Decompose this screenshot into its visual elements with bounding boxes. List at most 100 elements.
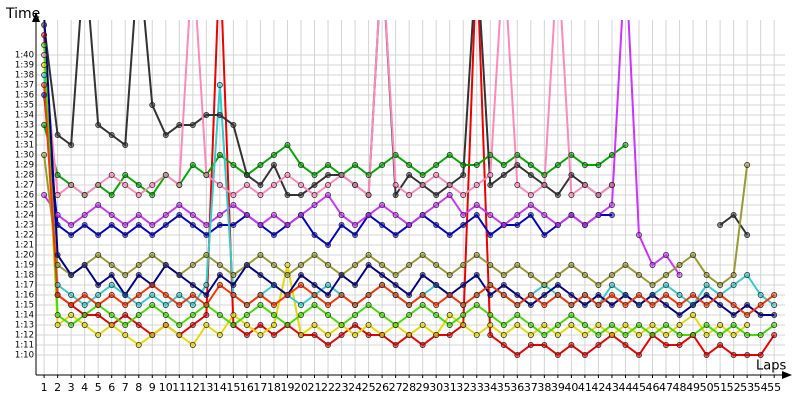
- data-point: [270, 182, 277, 188]
- data-point: [690, 332, 697, 338]
- data-point: [189, 222, 196, 228]
- data-point: [95, 302, 102, 308]
- data-point: [203, 232, 210, 238]
- data-point: [406, 302, 413, 308]
- data-point: [298, 262, 304, 268]
- data-point: [446, 292, 453, 298]
- data-point: [338, 272, 345, 278]
- data-point: [270, 322, 277, 328]
- data-point: [636, 322, 642, 328]
- data-point: [189, 302, 196, 308]
- data-point: [595, 332, 602, 338]
- data-point: [41, 42, 48, 48]
- data-point: [216, 82, 223, 88]
- data-point: [473, 292, 480, 298]
- data-point: [433, 192, 440, 198]
- data-point: [622, 262, 629, 268]
- data-point: [460, 262, 467, 268]
- data-point: [581, 272, 588, 278]
- data-point: [460, 212, 467, 218]
- data-point: [460, 282, 467, 288]
- data-point: [81, 292, 88, 298]
- y-tick-label: 1:40: [15, 51, 34, 61]
- data-point: [460, 322, 467, 328]
- x-tick-label: 50: [700, 381, 714, 394]
- data-point: [216, 152, 223, 158]
- data-point: [135, 342, 142, 348]
- x-tick-label: 31: [443, 381, 457, 394]
- data-point: [730, 302, 737, 308]
- data-point: [162, 222, 169, 228]
- data-point: [122, 222, 129, 228]
- x-tick-label: 8: [135, 381, 142, 394]
- data-point: [541, 322, 548, 328]
- data-point: [95, 202, 102, 208]
- data-point: [270, 232, 277, 238]
- data-point: [162, 132, 169, 138]
- y-tick-label: 1:39: [15, 61, 34, 71]
- x-tick-label: 27: [389, 381, 403, 394]
- data-point: [108, 322, 115, 328]
- data-point: [433, 222, 440, 228]
- x-tick-label: 48: [673, 381, 687, 394]
- y-tick-label: 1:29: [15, 161, 34, 171]
- data-point: [487, 282, 494, 288]
- data-point: [325, 172, 331, 178]
- data-point: [257, 322, 264, 328]
- x-tick-label: 52: [727, 381, 741, 394]
- data-point: [81, 302, 88, 308]
- data-point: [744, 332, 751, 338]
- data-point: [311, 182, 318, 188]
- y-tick-label: 1:22: [15, 231, 34, 241]
- data-point: [703, 352, 710, 358]
- data-point: [527, 212, 534, 218]
- data-point: [216, 112, 223, 118]
- data-point: [68, 142, 75, 148]
- data-point: [352, 222, 359, 228]
- data-point: [122, 302, 129, 308]
- x-tick-label: 22: [321, 381, 335, 394]
- x-tick-label: 6: [108, 381, 115, 394]
- data-point: [338, 212, 345, 218]
- x-tick-label: 33: [470, 381, 484, 394]
- data-point: [325, 302, 331, 308]
- data-point: [203, 312, 210, 318]
- data-point: [514, 322, 521, 328]
- data-point: [446, 232, 453, 238]
- data-point: [622, 292, 629, 298]
- data-point: [473, 332, 480, 338]
- data-point: [95, 122, 102, 128]
- data-point: [487, 172, 494, 178]
- x-tick-label: 54: [754, 381, 768, 394]
- data-point: [771, 322, 778, 328]
- data-point: [595, 292, 602, 298]
- data-point: [68, 322, 75, 328]
- data-point: [149, 192, 156, 198]
- data-point: [41, 122, 48, 128]
- data-point: [108, 262, 115, 268]
- data-point: [527, 172, 534, 178]
- data-point: [216, 212, 223, 218]
- data-point: [730, 312, 737, 318]
- plot-area: [41, 20, 778, 358]
- data-point: [419, 322, 426, 328]
- data-point: [108, 292, 115, 298]
- data-point: [757, 352, 764, 358]
- data-point: [352, 302, 359, 308]
- data-point: [298, 302, 304, 308]
- data-point: [581, 322, 588, 328]
- data-point: [703, 302, 710, 308]
- data-point: [636, 302, 642, 308]
- data-point: [392, 192, 399, 198]
- data-point: [257, 182, 264, 188]
- data-point: [568, 152, 575, 158]
- data-point: [419, 292, 426, 298]
- data-point: [325, 262, 331, 268]
- data-point: [649, 292, 656, 298]
- data-point: [554, 162, 561, 168]
- data-point: [663, 272, 669, 278]
- data-point: [446, 192, 453, 198]
- data-point: [149, 302, 156, 308]
- data-point: [527, 162, 534, 168]
- data-point: [41, 22, 48, 28]
